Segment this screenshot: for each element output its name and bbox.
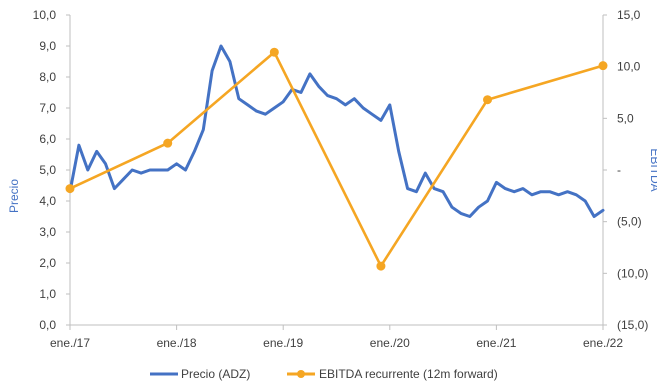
y-tick-label: 10,0 — [33, 8, 57, 22]
y2-axis-title: EBITDA — [648, 148, 657, 191]
legend-marker-ebitda — [297, 370, 305, 378]
y-tick-label: 1,0 — [39, 287, 56, 301]
y-tick-label: 4,0 — [39, 194, 56, 208]
y-axis-title: Precio — [7, 179, 21, 213]
y-tick-label: 8,0 — [39, 70, 56, 84]
series-line-ebitda — [68, 50, 605, 268]
legend-label-price: Precio (ADZ) — [181, 367, 250, 381]
x-tick-label: ene./18 — [157, 336, 197, 350]
y2-tick-label: (5,0) — [617, 215, 642, 229]
y-tick-label: 0,0 — [39, 318, 56, 332]
series-line-price — [68, 44, 605, 218]
y2-tick-label: 5,0 — [617, 111, 634, 125]
y2-tick-label: (10,0) — [617, 266, 648, 280]
x-tick-label: ene./20 — [370, 336, 410, 350]
y2-tick-label: 15,0 — [617, 8, 641, 22]
x-tick-label: ene./19 — [263, 336, 303, 350]
legend: Precio (ADZ) EBITDA recurrente (12m forw… — [150, 367, 498, 381]
ebitda-point — [376, 261, 386, 271]
y-tick-labels: 0,0 1,0 2,0 3,0 4,0 5,0 6,0 7,0 8,0 9,0 10,0 — [33, 8, 57, 332]
x-tick-label: ene./21 — [476, 336, 516, 350]
y-tick-label: 7,0 — [39, 101, 56, 115]
ebitda-point — [598, 61, 608, 71]
y-tick-label: 6,0 — [39, 132, 56, 146]
legend-label-ebitda: EBITDA recurrente (12m forward) — [319, 367, 498, 381]
y2-tick-label: 10,0 — [617, 60, 641, 74]
y-tick-label: 2,0 — [39, 256, 56, 270]
ebitda-point — [269, 47, 279, 57]
ebitda-point — [483, 95, 493, 105]
ebitda-point — [163, 138, 173, 148]
y-tick-label: 3,0 — [39, 225, 56, 239]
y2-tick-label: (15,0) — [617, 318, 648, 332]
series-group — [65, 44, 608, 271]
x-tick-label: ene./17 — [50, 336, 90, 350]
x-tick-labels: ene./17 ene./18 ene./19 ene./20 ene./21 ene./… — [50, 336, 623, 350]
ebitda-point — [65, 184, 75, 194]
y-tick-label: 5,0 — [39, 163, 56, 177]
y2-tick-labels: (15,0) (10,0) (5,0) - 5,0 10,0 15,0 — [617, 8, 648, 332]
x-tick-label: ene./22 — [583, 336, 623, 350]
y-tick-label: 9,0 — [39, 39, 56, 53]
y2-tick-label: - — [617, 163, 621, 177]
